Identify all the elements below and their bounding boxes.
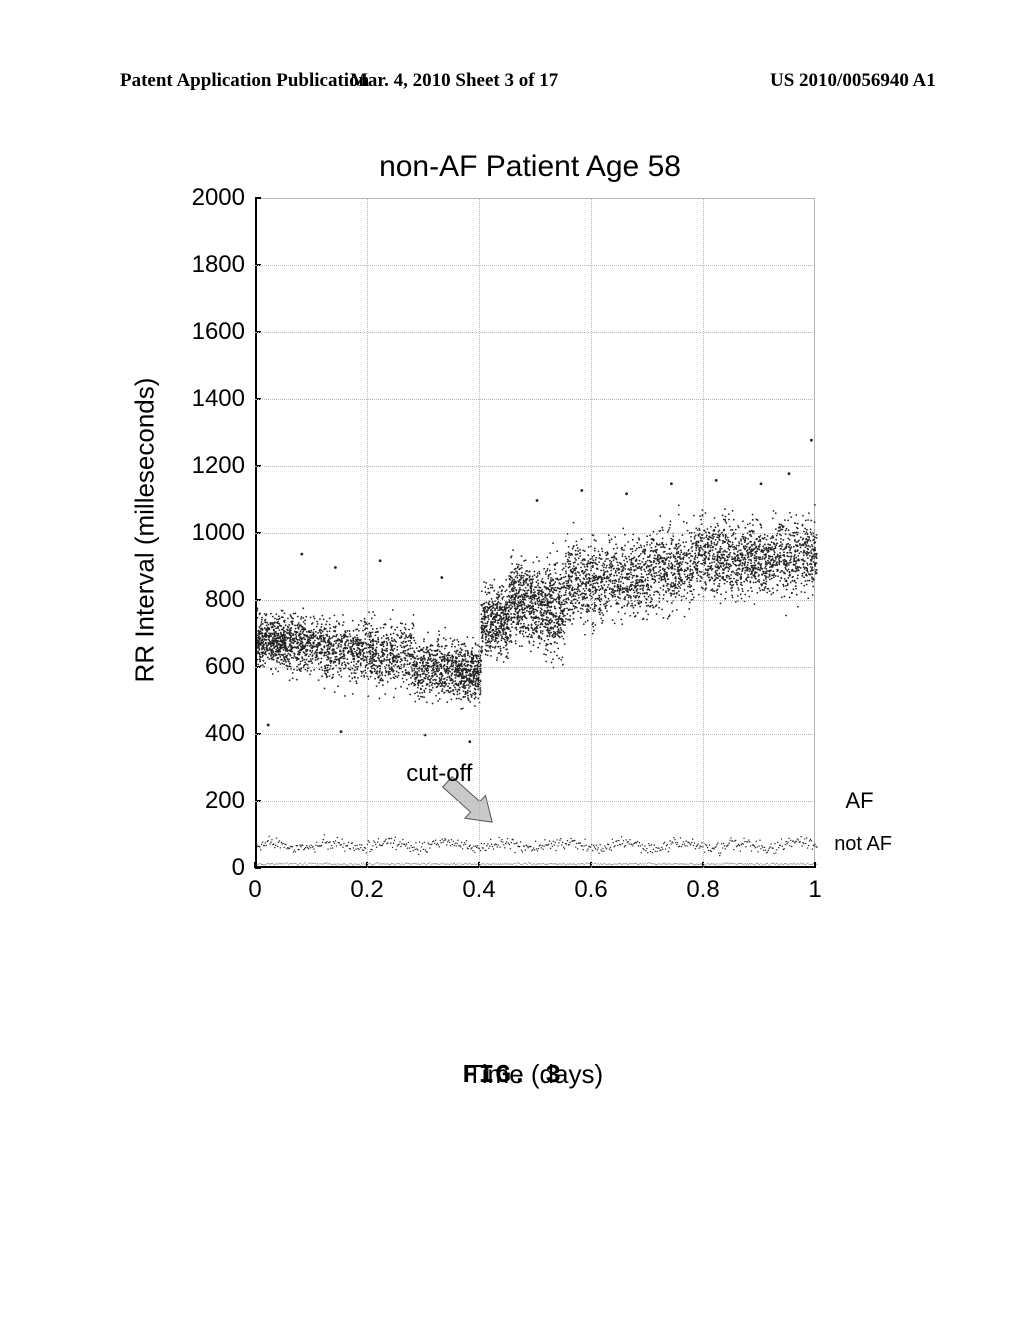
y-gridline bbox=[255, 667, 815, 668]
y-tick-label: 1800 bbox=[165, 251, 245, 279]
y-tick-label: 600 bbox=[165, 653, 245, 681]
y-tick-label: 800 bbox=[165, 586, 245, 614]
y-tick-label: 1000 bbox=[165, 519, 245, 547]
header-right: US 2010/0056940 A1 bbox=[770, 70, 936, 92]
y-gridline bbox=[255, 399, 815, 400]
y-tick-label: 1200 bbox=[165, 452, 245, 480]
x-gridline bbox=[591, 198, 592, 868]
x-tick-mark bbox=[254, 862, 256, 868]
figure-caption: FIG. 3 bbox=[0, 1060, 1024, 1090]
x-tick-mark bbox=[814, 862, 816, 868]
y-gridline bbox=[255, 466, 815, 467]
af-label: AF bbox=[845, 788, 873, 814]
y-axis-label: RR Interval (milleseconds) bbox=[130, 378, 161, 683]
y-tick-label: 400 bbox=[165, 720, 245, 748]
y-tick-label: 1400 bbox=[165, 385, 245, 413]
x-tick-label: 0.6 bbox=[561, 876, 621, 904]
y-tick-mark bbox=[255, 197, 261, 199]
y-gridline bbox=[255, 600, 815, 601]
x-tick-label: 0.8 bbox=[673, 876, 733, 904]
y-tick-label: 1600 bbox=[165, 318, 245, 346]
y-gridline bbox=[255, 801, 815, 802]
x-gridline bbox=[703, 198, 704, 868]
chart-title: non-AF Patient Age 58 bbox=[155, 150, 905, 184]
x-gridline bbox=[479, 198, 480, 868]
y-tick-label: 200 bbox=[165, 787, 245, 815]
y-tick-label: 2000 bbox=[165, 184, 245, 212]
chart-container: non-AF Patient Age 58 RR Interval (mille… bbox=[155, 150, 905, 1010]
header-left: Patent Application Publication bbox=[120, 70, 369, 92]
y-gridline bbox=[255, 734, 815, 735]
header-mid: Mar. 4, 2010 Sheet 3 of 17 bbox=[350, 70, 558, 92]
x-tick-label: 1 bbox=[785, 876, 845, 904]
data-layer bbox=[257, 199, 817, 869]
x-tick-label: 0 bbox=[225, 876, 285, 904]
y-gridline bbox=[255, 332, 815, 333]
x-tick-label: 0.4 bbox=[449, 876, 509, 904]
x-tick-label: 0.2 bbox=[337, 876, 397, 904]
not-af-label: not AF bbox=[834, 833, 892, 856]
y-gridline bbox=[255, 265, 815, 266]
y-gridline bbox=[255, 533, 815, 534]
x-gridline bbox=[367, 198, 368, 868]
cutoff-label: cut-off bbox=[406, 760, 472, 788]
